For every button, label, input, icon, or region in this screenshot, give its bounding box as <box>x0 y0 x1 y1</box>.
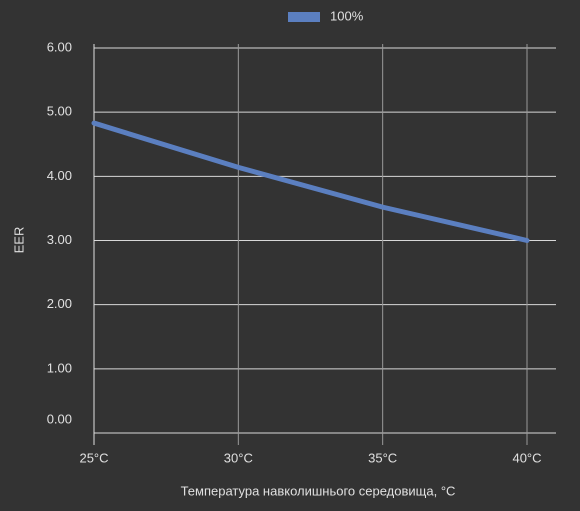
x-tick-label: 30°C <box>224 450 253 465</box>
y-tick-label: 3.00 <box>47 232 72 247</box>
y-tick-label: 2.00 <box>47 296 72 311</box>
y-tick-label: 1.00 <box>47 360 72 375</box>
x-axis-label: Температура навколишнього середовища, °C <box>181 483 456 498</box>
legend-swatch <box>288 12 320 22</box>
legend-label: 100% <box>330 8 364 23</box>
y-axis-label: EER <box>11 227 26 254</box>
x-tick-label: 40°C <box>512 450 541 465</box>
x-tick-label: 25°C <box>79 450 108 465</box>
y-tick-label: 5.00 <box>47 104 72 119</box>
y-tick-label: 0.00 <box>47 411 72 426</box>
line-series <box>91 120 530 243</box>
y-tick-label: 4.00 <box>47 168 72 183</box>
y-tick-label: 6.00 <box>47 39 72 54</box>
x-tick-label: 35°C <box>368 450 397 465</box>
